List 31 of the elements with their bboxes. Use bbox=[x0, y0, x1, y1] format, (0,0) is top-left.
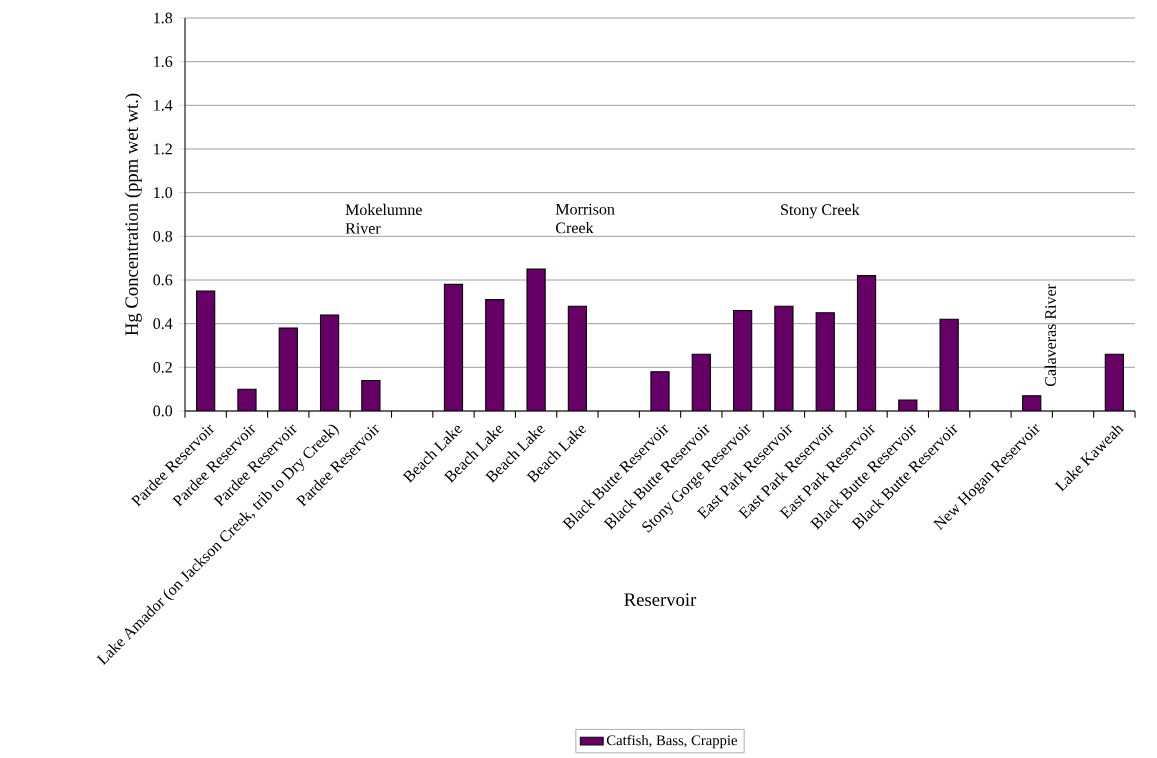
bar bbox=[196, 290, 215, 411]
y-tick-label: 0.6 bbox=[153, 274, 173, 286]
annotation: Calaveras River bbox=[1044, 284, 1056, 387]
bar bbox=[940, 319, 959, 411]
annotation: Morrison Creek bbox=[555, 203, 615, 234]
y-tick-label: 1.8 bbox=[154, 12, 173, 24]
y-tick-label: 0.2 bbox=[153, 361, 172, 373]
bar bbox=[774, 306, 794, 411]
bar bbox=[568, 306, 587, 411]
bar bbox=[1104, 353, 1124, 411]
bar bbox=[527, 269, 546, 411]
bar bbox=[485, 299, 504, 411]
y-tick-label: 1.6 bbox=[154, 56, 173, 68]
bar bbox=[692, 354, 711, 411]
x-axis-title: Reservoir bbox=[624, 593, 697, 606]
bar bbox=[816, 312, 835, 411]
y-tick-label: 1.4 bbox=[154, 99, 173, 111]
y-tick-label: 1.0 bbox=[154, 187, 173, 199]
bar bbox=[733, 310, 752, 411]
y-axis-title: Hg Concentration (ppm wet wt.) bbox=[124, 93, 142, 336]
legend-label: Catfish, Bass, Crappie bbox=[606, 734, 737, 749]
annotation: Mokelumne River bbox=[345, 203, 422, 234]
y-tick-label: 0.0 bbox=[153, 405, 173, 417]
y-tick-label: 0.4 bbox=[153, 318, 173, 330]
y-tick-label: 0.8 bbox=[153, 230, 173, 242]
bar bbox=[320, 314, 339, 411]
bar bbox=[279, 328, 298, 411]
bar bbox=[857, 275, 876, 411]
bar bbox=[444, 284, 463, 411]
y-tick-label: 1.2 bbox=[154, 143, 172, 155]
annotation: Stony Creek bbox=[781, 203, 860, 219]
